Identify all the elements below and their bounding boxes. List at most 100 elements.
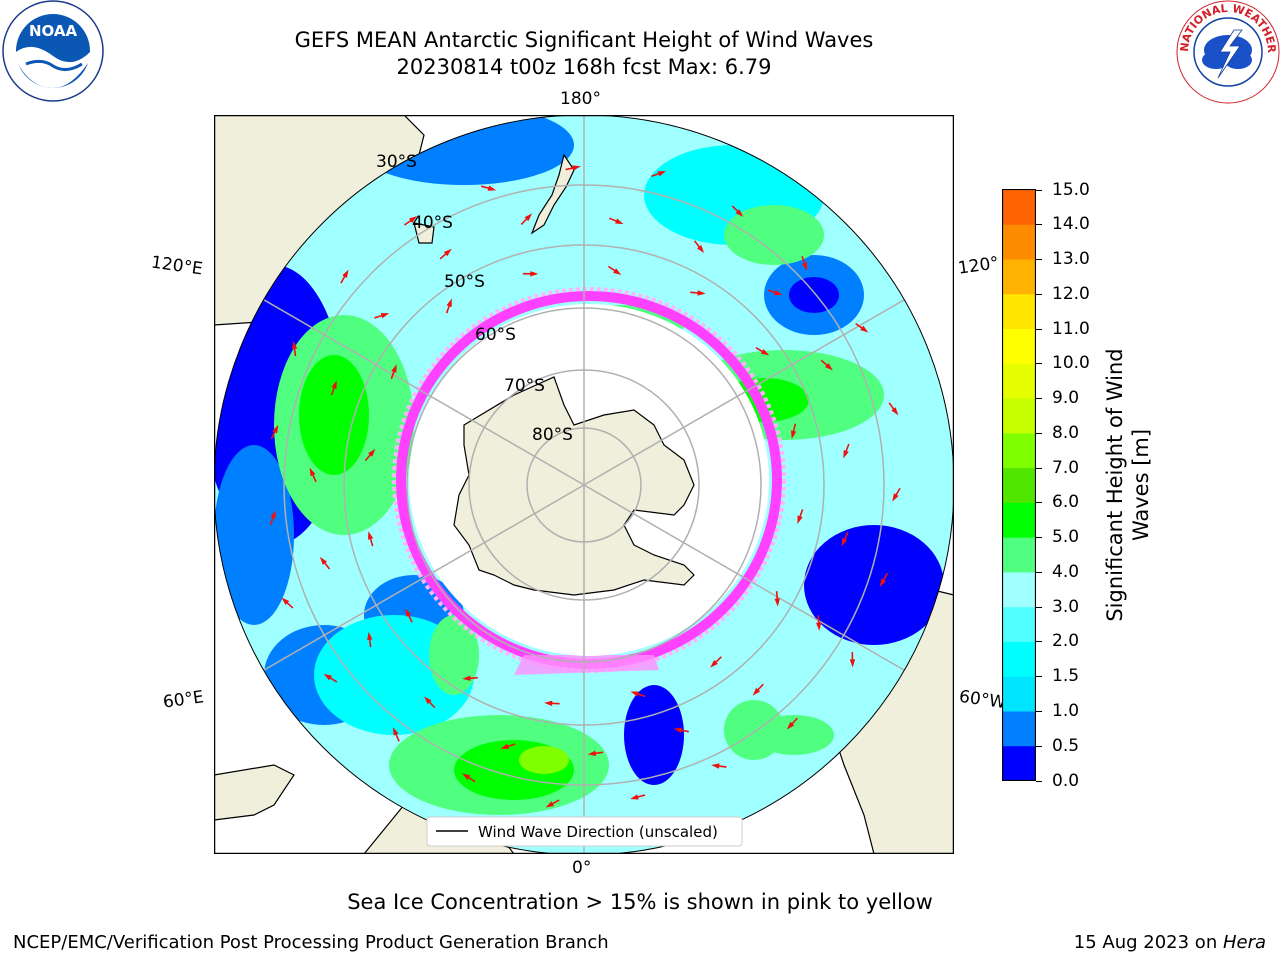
colorbar-tick-label: 6.0	[1052, 492, 1080, 513]
wind-arrow-head	[786, 721, 795, 730]
graticule	[214, 115, 954, 854]
colorbar-tick-mark	[1036, 328, 1042, 330]
wind-arrow-head	[760, 349, 770, 356]
wind-arrow-head	[291, 340, 298, 350]
colorbar-segment	[1002, 363, 1036, 399]
wind-arrow-head	[462, 773, 471, 780]
colorbar-label-line2: Waves [m]	[1129, 428, 1153, 542]
lon-label-lower-left: 60°E	[161, 687, 206, 713]
colorbar-tick-label: 0.0	[1052, 770, 1080, 791]
wind-arrow-head	[797, 515, 803, 524]
wind-arrow-head	[331, 380, 337, 389]
wind-arrow-head	[824, 363, 833, 371]
wind-arrow-head	[405, 608, 412, 617]
colorbar-tick-mark	[1036, 606, 1042, 608]
noaa-logo-text: NOAA	[29, 22, 78, 40]
colorbar-tick-mark	[1036, 780, 1042, 782]
colorbar-label-line1: Significant Height of Wind	[1103, 348, 1127, 622]
colorbar-tick-label: 14.0	[1052, 214, 1090, 235]
colorbar-segment	[1002, 328, 1036, 364]
lon-label-top: 180°	[560, 89, 601, 109]
colorbar-tick-label: 7.0	[1052, 457, 1080, 478]
wind-arrow-head	[673, 727, 683, 733]
wind-arrow-head	[816, 622, 822, 631]
wind-arrow-head	[711, 763, 720, 769]
colorbar-segment	[1002, 537, 1036, 573]
wind-arrow-head	[735, 209, 744, 217]
wind-arrow-head	[446, 298, 452, 308]
wind-arrow-head	[801, 262, 808, 271]
wind-arrow-head	[860, 325, 869, 333]
lon-label-upper-right: 120°	[956, 253, 1001, 279]
wind-arrow-head	[710, 660, 718, 668]
lat-label-30s: 30°S	[376, 152, 417, 172]
wind-arrow-head	[697, 290, 706, 296]
colorbar-tick-mark	[1036, 259, 1042, 261]
colorbar-tick-label: 15.0	[1052, 179, 1090, 200]
wind-arrow-head	[368, 531, 374, 540]
colorbar-tick-label: 12.0	[1052, 283, 1090, 304]
wind-arrow-head	[545, 801, 555, 808]
colorbar-segment	[1002, 467, 1036, 503]
footer-date: 15 Aug 2023 on Hera	[1074, 932, 1266, 953]
wind-arrow-head	[368, 448, 376, 457]
colorbar-tick-mark	[1036, 537, 1042, 539]
colorbar-segment	[1002, 676, 1036, 712]
wind-arrow-head	[773, 289, 783, 296]
colorbar-segment	[1002, 502, 1036, 538]
chart-subtitle: 20230814 t00z 168h fcst Max: 6.79	[396, 55, 772, 79]
wind-arrow-head	[342, 269, 349, 278]
wind-arrow-head	[752, 687, 761, 696]
colorbar-segment	[1002, 224, 1036, 260]
wind-arrow-head	[657, 171, 667, 177]
lat-label-70s: 70°S	[504, 376, 545, 396]
colorbar-segment	[1002, 571, 1036, 608]
colorbar-tick-mark	[1036, 224, 1042, 226]
colorbar-tick-mark	[1036, 571, 1042, 573]
wind-arrow-head	[319, 556, 328, 565]
colorbar-tick-label: 9.0	[1052, 388, 1080, 409]
wind-arrow-head	[500, 743, 510, 749]
lon-label-lower-right: 60°W	[957, 686, 1008, 714]
colorbar-tick-label: 1.5	[1052, 666, 1080, 687]
footer-credit: NCEP/EMC/Verification Post Processing Pr…	[13, 932, 609, 953]
colorbar-label: Significant Height of Wind Waves [m]	[1102, 348, 1154, 621]
colorbar-tick-mark	[1036, 710, 1042, 712]
wind-arrow-head	[309, 467, 316, 477]
wind-arrow-head	[843, 449, 849, 459]
colorbar-tick-label: 4.0	[1052, 561, 1080, 582]
colorbar-tick-label: 1.0	[1052, 700, 1080, 721]
colorbar-tick-label: 11.0	[1052, 318, 1090, 339]
lat-label-40s: 40°S	[412, 213, 453, 233]
wind-arrow-head	[544, 700, 553, 706]
wind-arrow-head	[587, 750, 597, 756]
sea-ice-note: Sea Ice Concentration > 15% is shown in …	[347, 890, 933, 914]
colorbar-segment	[1002, 432, 1036, 469]
wind-arrow-head	[443, 248, 452, 257]
wind-arrow-head	[408, 216, 418, 223]
colorbar-tick-mark	[1036, 293, 1042, 295]
wind-arrow-head	[530, 271, 539, 277]
map-frame	[214, 115, 954, 854]
colorbar-segment	[1002, 745, 1036, 781]
lon-label-bottom: 0°	[572, 858, 592, 878]
lat-label-80s: 80°S	[532, 425, 573, 445]
wind-arrow-head	[615, 218, 624, 225]
colorbar-tick-label: 10.0	[1052, 353, 1090, 374]
lat-label-60s: 60°S	[475, 325, 516, 345]
map-legend: Wind Wave Direction (unscaled)	[426, 816, 743, 847]
wind-arrows	[269, 165, 901, 808]
legend-label: Wind Wave Direction (unscaled)	[478, 823, 718, 841]
colorbar-tick-label: 8.0	[1052, 422, 1080, 443]
colorbar-tick-label: 0.5	[1052, 735, 1080, 756]
wind-arrow-head	[572, 165, 581, 171]
colorbar-tick-mark	[1036, 676, 1042, 678]
colorbar-tick-mark	[1036, 398, 1042, 400]
wind-arrow-head	[613, 268, 622, 275]
antarctica	[453, 376, 695, 596]
wind-arrow-head	[774, 598, 780, 607]
wind-arrow-head	[462, 675, 471, 681]
colorbar-segment	[1002, 293, 1036, 330]
wind-arrow-head	[391, 364, 397, 373]
colorbar-tick-mark	[1036, 502, 1042, 504]
